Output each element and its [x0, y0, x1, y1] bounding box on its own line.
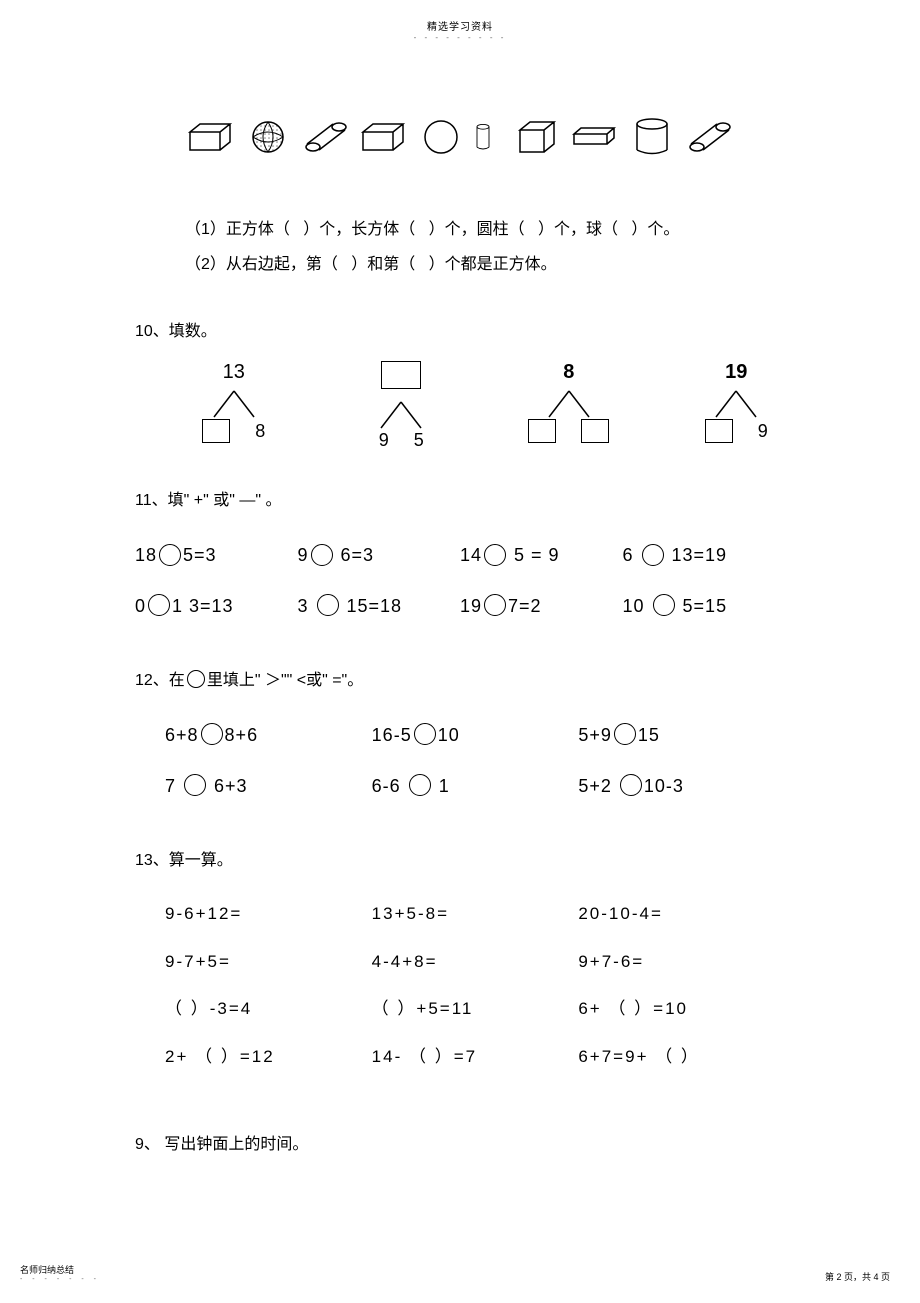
oblique-cylinder-icon: [685, 112, 735, 162]
cylinder-icon: [627, 112, 677, 162]
calc-cell: 6+7=9+ （ ）: [578, 1033, 785, 1081]
number-bonds-row: 13 8 95 8 19 9: [135, 361, 785, 451]
bond-2: 95: [353, 361, 451, 451]
q11-rows: 185=39 6=314 5 = 96 13=1901 3=133 15=181…: [135, 530, 785, 631]
bond-4: 19 9: [688, 361, 786, 443]
calc-cell: 9+7-6=: [578, 938, 785, 986]
sphere-icon: [416, 112, 466, 162]
equation-cell: 01 3=13: [135, 581, 298, 631]
equation-cell: 185=3: [135, 530, 298, 580]
cube-icon: [512, 112, 562, 162]
calc-row: （ ）-3=4（ ）+5=116+ （ ）=10: [165, 985, 785, 1033]
footer-right: 第 2 页，共 4 页: [825, 1270, 890, 1283]
q12-title: 12、在里填上" ＞"" <或" ="。: [135, 666, 785, 690]
q13-rows: 9-6+12=13+5-8=20-10-4=9-7+5=4-4+8=9+7-6=…: [135, 890, 785, 1080]
q9b-title: 9、 写出钟面上的时间。: [135, 1130, 785, 1154]
calc-row: 9-6+12=13+5-8=20-10-4=: [165, 890, 785, 938]
equation-cell: 14 5 = 9: [460, 530, 623, 580]
blank-box: [705, 419, 733, 443]
cuboid-icon: [358, 112, 408, 162]
split-icon: [539, 389, 599, 419]
calc-cell: 4-4+8=: [372, 938, 579, 986]
flat-cuboid-icon: [569, 112, 619, 162]
q9-line1: （1）正方体（ ）个，长方体（ ）个，圆柱（ ）个，球（ ）个。: [185, 212, 785, 247]
q11-title: 11、填" +" 或" —" 。: [135, 486, 785, 510]
blank-box: [202, 419, 230, 443]
equation-cell: 6 13=19: [623, 530, 786, 580]
bond-1: 13 8: [185, 361, 283, 443]
q10-title: 10、填数。: [135, 317, 785, 341]
page-header: 精选学习资料: [0, 0, 920, 33]
calc-row: 2+ （ ）=1214- （ ）=76+7=9+ （ ）: [165, 1033, 785, 1081]
header-dots: - - - - - - - - -: [0, 33, 920, 42]
equation-cell: 9 6=3: [298, 530, 461, 580]
calc-cell: 20-10-4=: [578, 890, 785, 938]
blank-box: [581, 419, 609, 443]
calc-cell: 13+5-8=: [372, 890, 579, 938]
bond-3: 8: [520, 361, 618, 443]
footer-left: 名师归纳总结 - - - - - - -: [20, 1263, 100, 1283]
equation-cell: 6-6 1: [372, 761, 579, 811]
blank-box: [381, 361, 421, 389]
shapes-row: [135, 82, 785, 192]
calc-cell: 14- （ ）=7: [372, 1033, 579, 1081]
equation-row: 185=39 6=314 5 = 96 13=19: [135, 530, 785, 580]
calc-cell: （ ）+5=11: [372, 985, 579, 1033]
ball-icon: [243, 112, 293, 162]
calc-cell: 9-6+12=: [165, 890, 372, 938]
blank-box: [528, 419, 556, 443]
tall-cylinder-icon: [474, 112, 504, 162]
equation-cell: 5+2 10-3: [578, 761, 785, 811]
content-area: （1）正方体（ ）个，长方体（ ）个，圆柱（ ）个，球（ ）个。 （2）从右边起…: [0, 42, 920, 1154]
equation-cell: 7 6+3: [165, 761, 372, 811]
split-icon: [371, 400, 431, 430]
equation-row: 01 3=133 15=18197=210 5=15: [135, 581, 785, 631]
q12-rows: 6+88+616-5105+9157 6+36-6 15+2 10-3: [135, 710, 785, 811]
calc-cell: （ ）-3=4: [165, 985, 372, 1033]
equation-cell: 5+915: [578, 710, 785, 760]
split-icon: [204, 389, 264, 419]
equation-cell: 6+88+6: [165, 710, 372, 760]
calc-row: 9-7+5=4-4+8=9+7-6=: [165, 938, 785, 986]
q13-title: 13、算一算。: [135, 846, 785, 870]
calc-cell: 2+ （ ）=12: [165, 1033, 372, 1081]
equation-cell: 10 5=15: [623, 581, 786, 631]
equation-cell: 197=2: [460, 581, 623, 631]
equation-cell: 16-510: [372, 710, 579, 760]
equation-row: 7 6+36-6 15+2 10-3: [165, 761, 785, 811]
equation-cell: 3 15=18: [298, 581, 461, 631]
split-icon: [706, 389, 766, 419]
oblique-cylinder-icon: [301, 112, 351, 162]
calc-cell: 6+ （ ）=10: [578, 985, 785, 1033]
equation-row: 6+88+616-5105+915: [165, 710, 785, 760]
cuboid-icon: [185, 112, 235, 162]
calc-cell: 9-7+5=: [165, 938, 372, 986]
q9-line2: （2）从右边起，第（ ）和第（ ）个都是正方体。: [185, 247, 785, 282]
